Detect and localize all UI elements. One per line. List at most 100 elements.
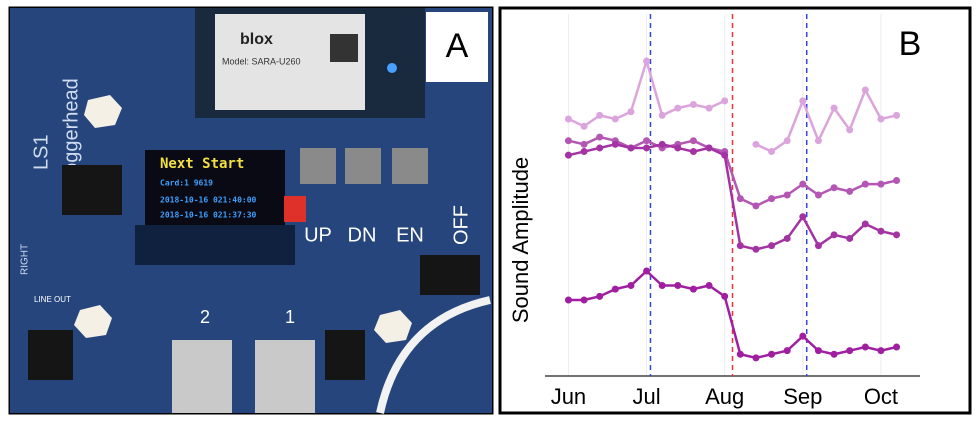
x-tick-label: Sep [783, 384, 822, 409]
data-point [768, 242, 776, 250]
x-tick-label: Jun [551, 384, 586, 409]
series-line [568, 269, 897, 360]
data-point [846, 126, 854, 134]
connector [420, 255, 480, 295]
y-axis-label: Sound Amplitude [508, 157, 533, 323]
data-point [893, 343, 901, 351]
standoff [74, 305, 112, 338]
data-point [893, 177, 901, 185]
data-point [705, 282, 713, 289]
port-label: 2 [200, 307, 210, 327]
data-point [814, 347, 822, 355]
connector [325, 330, 365, 380]
data-point [705, 144, 713, 152]
data-point [721, 97, 729, 105]
data-point [643, 267, 651, 275]
data-point [611, 285, 619, 293]
data-point [564, 151, 572, 159]
connector [28, 330, 73, 380]
data-point [861, 343, 869, 351]
data-point [611, 115, 619, 123]
data-point [893, 111, 901, 119]
screen-time: 2018-10-16 021:40:00 [160, 196, 257, 205]
screen-title: Next Start [160, 156, 244, 172]
data-point [830, 104, 838, 112]
modem-model: Model: SARA-U260 [222, 56, 301, 66]
switch-label: OFF [450, 205, 472, 245]
oled-mount [135, 225, 295, 265]
chart: Jun Jul Aug Sep Oct [545, 14, 920, 409]
data-point [783, 347, 791, 355]
card-slot [172, 340, 232, 413]
data-point [768, 195, 776, 203]
cable [376, 296, 491, 414]
data-point [627, 108, 635, 116]
data-point [783, 234, 791, 242]
qr-code [330, 34, 358, 62]
data-point [564, 137, 572, 145]
data-point [752, 202, 760, 210]
data-point [736, 350, 744, 358]
panel-label: A [446, 27, 469, 65]
data-point [564, 115, 572, 123]
button [345, 148, 381, 184]
card-slot [255, 340, 315, 413]
board-id: LS1 [30, 134, 52, 170]
data-point [877, 115, 885, 123]
data-point [596, 111, 604, 119]
data-point [564, 296, 572, 304]
data-point [736, 242, 744, 250]
data-point [752, 140, 760, 148]
data-point [846, 234, 854, 242]
button-label: DN [348, 224, 377, 246]
data-point [814, 242, 822, 250]
red-switch [284, 196, 306, 222]
standoff [374, 310, 412, 343]
data-point [627, 144, 635, 152]
data-point [830, 231, 838, 239]
board-name: Loggerhead [60, 78, 82, 185]
data-point [627, 282, 635, 289]
data-point [814, 191, 822, 199]
button-label: EN [396, 224, 424, 246]
data-point [643, 57, 651, 65]
data-point [846, 187, 854, 195]
button [392, 148, 428, 184]
data-point [877, 347, 885, 355]
port-label: 1 [285, 307, 295, 327]
label-box [426, 12, 488, 82]
data-point [814, 137, 822, 145]
data-point [580, 296, 588, 304]
data-point [893, 231, 901, 239]
data-point [658, 282, 666, 289]
x-tick-label: Aug [705, 384, 744, 409]
data-point [705, 104, 713, 112]
data-point [736, 195, 744, 203]
data-point [721, 292, 729, 300]
data-point [783, 137, 791, 145]
data-point [752, 354, 760, 362]
data-point [674, 104, 682, 112]
button [300, 148, 336, 184]
series-line [568, 143, 897, 251]
data-point [689, 101, 697, 108]
led [387, 63, 397, 73]
data-point [674, 144, 682, 152]
line-out-label: LINE OUT [34, 295, 71, 304]
data-point [768, 148, 776, 156]
oled-screen [145, 150, 285, 230]
x-tick-label: Oct [864, 384, 898, 409]
data-point [846, 347, 854, 355]
data-point [689, 285, 697, 293]
data-point [861, 220, 869, 228]
x-tick-label: Jul [633, 384, 661, 409]
data-point [768, 350, 776, 358]
data-point [580, 148, 588, 156]
screen-card: Card:1 9619 [160, 179, 213, 188]
data-point [658, 140, 666, 148]
data-point [643, 144, 651, 152]
data-point [658, 111, 666, 119]
data-point [689, 148, 697, 156]
